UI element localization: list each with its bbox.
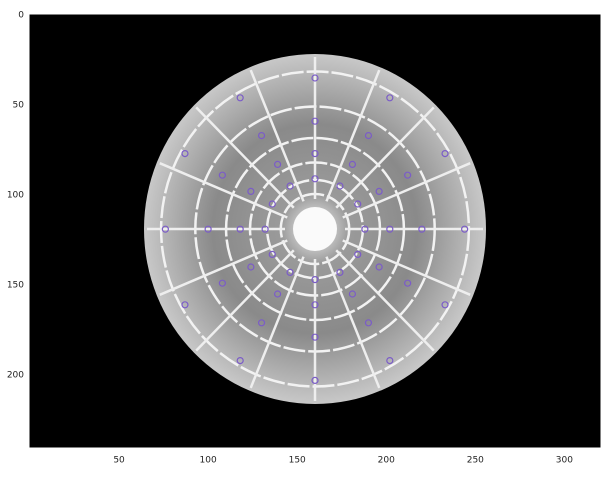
- x-tick-label: 250: [467, 456, 484, 466]
- point: [311, 175, 319, 183]
- point: [311, 301, 319, 309]
- point: [311, 117, 319, 125]
- point: [236, 357, 244, 365]
- y-tick-label: 200: [7, 371, 24, 381]
- y-tick-label: 50: [13, 101, 25, 111]
- point: [354, 200, 362, 208]
- point: [236, 94, 244, 102]
- points: [161, 74, 469, 384]
- x-tick-label: 300: [556, 456, 573, 466]
- point: [311, 276, 319, 284]
- point: [286, 182, 294, 190]
- point: [161, 225, 169, 233]
- point: [236, 225, 244, 233]
- point: [336, 268, 344, 276]
- spoke: [159, 162, 288, 219]
- point: [364, 319, 373, 327]
- spoke: [249, 69, 305, 202]
- point: [311, 376, 319, 384]
- point: [273, 290, 282, 298]
- point: [181, 301, 189, 309]
- point: [218, 279, 226, 287]
- center: [293, 207, 337, 251]
- point: [257, 132, 266, 140]
- x-tick-label: 200: [378, 456, 395, 466]
- spoke: [195, 106, 295, 209]
- point: [461, 225, 469, 233]
- point: [364, 132, 373, 140]
- point: [375, 263, 383, 271]
- point: [348, 290, 357, 298]
- spoke: [325, 256, 381, 389]
- spoke: [335, 106, 435, 209]
- x-tick-label: 100: [200, 456, 217, 466]
- point: [218, 171, 226, 179]
- point: [273, 160, 282, 168]
- spoke: [159, 239, 288, 296]
- point: [311, 74, 319, 82]
- point: [247, 263, 255, 271]
- point: [268, 250, 276, 258]
- spoke: [325, 69, 381, 202]
- point: [386, 94, 394, 102]
- point: [386, 357, 394, 365]
- spoke: [195, 249, 295, 352]
- axes-box: [29, 14, 601, 448]
- point: [268, 200, 276, 208]
- spoke: [335, 249, 435, 352]
- point: [261, 225, 269, 233]
- calibration-pattern: [144, 54, 486, 404]
- point: [257, 319, 266, 327]
- point: [181, 150, 189, 158]
- spoke: [249, 256, 305, 389]
- point: [348, 160, 357, 168]
- point: [311, 333, 319, 341]
- spoke: [342, 239, 471, 296]
- point: [336, 182, 344, 190]
- point: [404, 171, 412, 179]
- x-tick-label: 150: [289, 456, 306, 466]
- spoke: [342, 162, 471, 219]
- x-tick-label: 50: [113, 456, 125, 466]
- point: [441, 301, 449, 309]
- point: [204, 225, 212, 233]
- point: [404, 279, 412, 287]
- point: [361, 225, 369, 233]
- point: [247, 187, 255, 195]
- axes: 50 100 150 200 250 300 0 50 100 150 200: [7, 11, 600, 466]
- point: [286, 268, 294, 276]
- point: [354, 250, 362, 258]
- point: [418, 225, 426, 233]
- point: [386, 225, 394, 233]
- y-tick-label: 0: [18, 11, 24, 21]
- y-tick-label: 100: [7, 191, 24, 201]
- y-tick-label: 150: [7, 281, 24, 291]
- point: [311, 150, 319, 158]
- point: [441, 150, 449, 158]
- point: [375, 187, 383, 195]
